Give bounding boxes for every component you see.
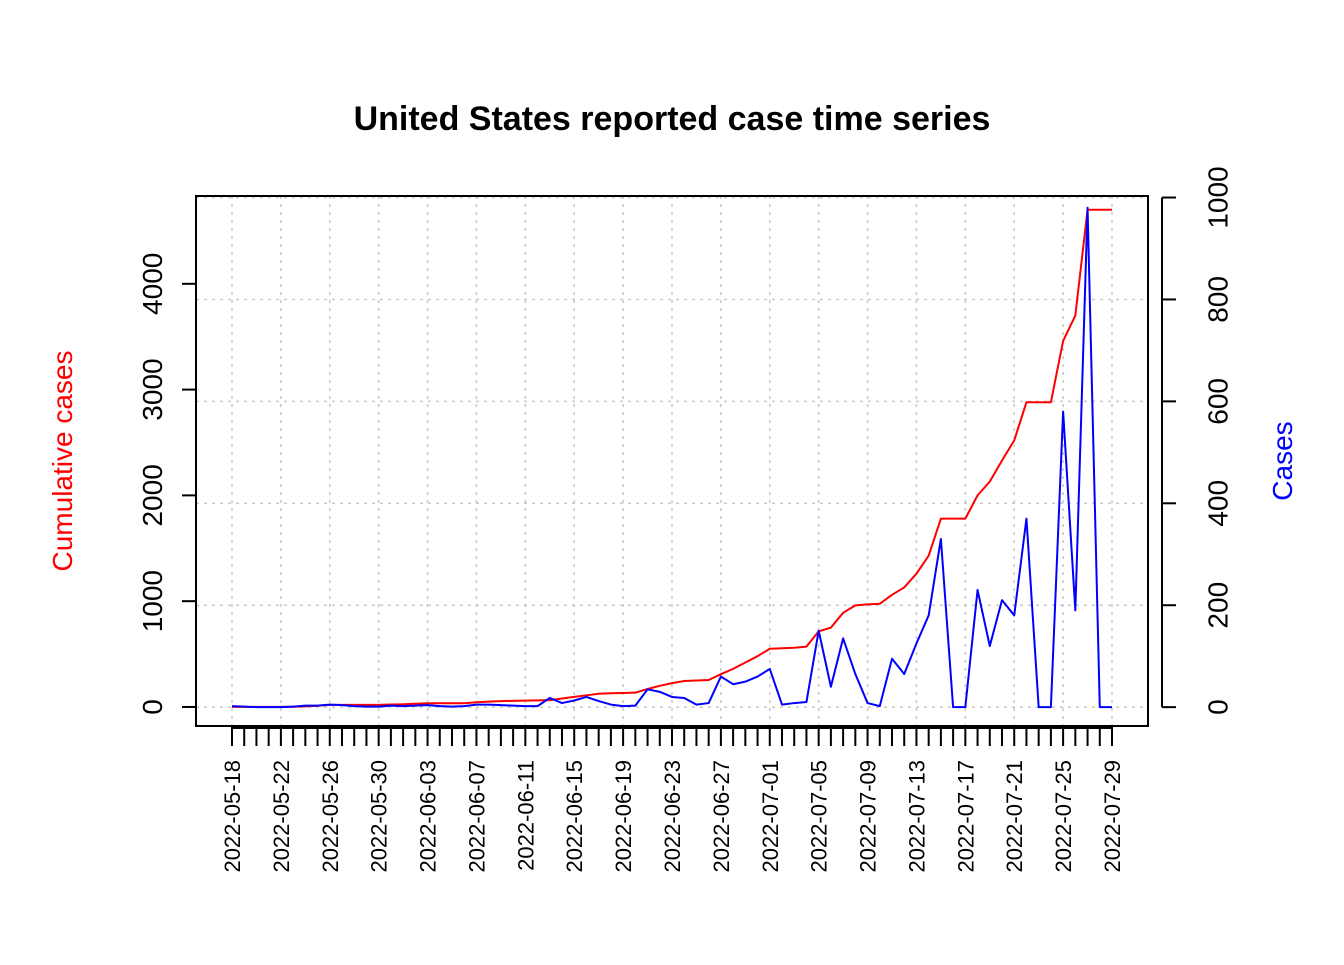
x-tick-label: 2022-07-13 [904, 760, 929, 873]
x-tick-label: 2022-06-19 [611, 760, 636, 873]
x-tick-label: 2022-06-23 [660, 760, 685, 873]
y-axis-right-label: Cases [1267, 421, 1298, 500]
grid-lines [196, 196, 1148, 726]
y-right-tick-label: 200 [1203, 582, 1234, 629]
x-tick-label: 2022-07-09 [856, 760, 881, 873]
y-left-tick-label: 4000 [137, 253, 168, 315]
x-tick-label: 2022-05-26 [318, 760, 343, 873]
x-tick-label: 2022-06-11 [513, 760, 538, 871]
x-tick-label: 2022-05-30 [367, 760, 392, 873]
x-tick-label: 2022-07-29 [1100, 760, 1125, 873]
y-left-tick-label: 1000 [137, 570, 168, 632]
x-tick-label: 2022-06-27 [709, 760, 734, 873]
x-tick-label: 2022-06-07 [464, 760, 489, 873]
series-line-cumulative-cases [232, 208, 1112, 708]
x-tick-label: 2022-06-03 [416, 760, 441, 873]
x-tick-label: 2022-06-15 [562, 760, 587, 873]
y-right-tick-label: 0 [1203, 699, 1234, 715]
y-right-tick-label: 400 [1203, 480, 1234, 527]
chart-title: United States reported case time series [354, 100, 991, 138]
x-tick-label: 2022-05-22 [269, 760, 294, 873]
y-left-tick-label: 0 [137, 699, 168, 715]
series-line-cases [231, 206, 1112, 709]
x-tick-label: 2022-07-21 [1002, 760, 1027, 873]
x-tick-label: 2022-07-05 [807, 760, 832, 873]
y-left-tick-label: 2000 [137, 464, 168, 526]
y-left-tick-label: 3000 [137, 358, 168, 420]
y-right-tick-label: 600 [1203, 378, 1234, 425]
x-tick-label: 2022-07-25 [1051, 760, 1076, 873]
y-right-tick-label: 1000 [1203, 166, 1234, 228]
series-lines [231, 206, 1112, 709]
y-axis-left-label: Cumulative cases [47, 351, 78, 572]
x-tick-label: 2022-05-18 [220, 760, 245, 873]
y-right-tick-label: 800 [1203, 276, 1234, 323]
axes: 0 1000 2000 3000 4000 0 200 400 600 800 1000 2022-0… [137, 166, 1234, 872]
x-tick-label: 2022-07-17 [953, 760, 978, 873]
x-tick-label: 2022-07-01 [758, 760, 783, 873]
